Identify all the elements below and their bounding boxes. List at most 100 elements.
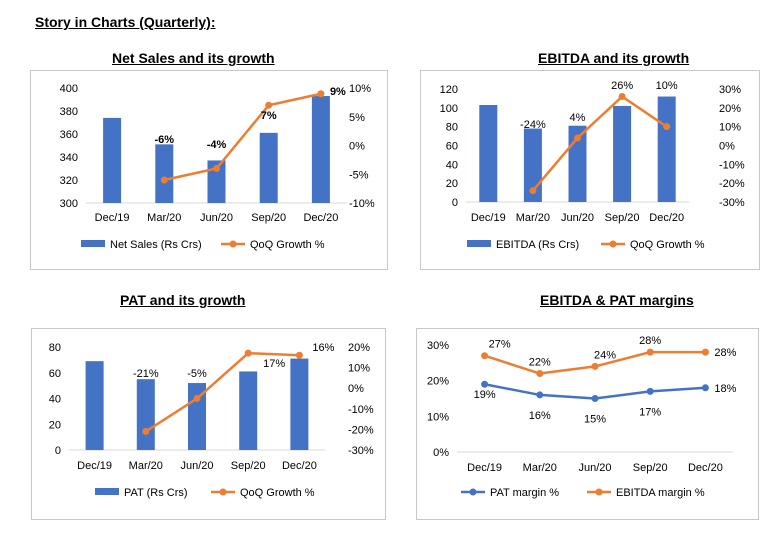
growth-data-label: -5% <box>187 368 207 380</box>
bar <box>290 358 309 450</box>
growth-line <box>164 92 322 182</box>
bar <box>103 117 122 203</box>
y-tick-label: 60 <box>446 141 458 153</box>
chart-svg: 0 20 40 60 80 Dec/19 Mar/20 Jun/20 Sep/20 Dec/20 -… <box>49 342 374 499</box>
y2-tick-label: -20% <box>348 424 374 436</box>
y-tick-label: 30% <box>427 340 449 352</box>
bar <box>207 160 226 203</box>
growth-point <box>160 176 168 184</box>
legend-bar-swatch <box>95 488 119 495</box>
y-tick-label: 80 <box>49 342 61 354</box>
growth-point <box>265 101 273 109</box>
bar <box>85 361 104 450</box>
y-tick-label: 400 <box>60 83 78 95</box>
y2-tick-label: 10% <box>349 83 371 95</box>
margin-point <box>701 384 709 392</box>
y-tick-label: 320 <box>60 175 78 187</box>
growth-line <box>145 351 300 433</box>
y2-tick-label: -30% <box>719 197 745 209</box>
net-sales-chart: 300 320 340 360 380 400 Dec/19 Mar/20 Jun/20 Sep/… <box>30 70 388 270</box>
margin-point <box>536 391 544 399</box>
growth-point <box>317 90 325 98</box>
margin-data-label: 17% <box>639 406 661 418</box>
y2-tick-label: 20% <box>719 103 741 115</box>
y-tick-label: 380 <box>60 106 78 118</box>
legend-label: EBITDA (Rs Crs) <box>496 239 579 251</box>
legend-line-marker <box>609 240 617 248</box>
bar <box>479 105 498 202</box>
margin-data-label: 16% <box>529 410 551 422</box>
y2-tick-label: 0% <box>719 141 735 153</box>
growth-data-label: 16% <box>312 342 334 354</box>
x-tick-label: Mar/20 <box>147 212 181 224</box>
growth-point <box>244 349 252 357</box>
legend-label: QoQ Growth % <box>240 487 315 499</box>
x-tick-label: Dec/19 <box>77 460 112 472</box>
margin-point <box>646 387 654 395</box>
legend-line-marker <box>229 240 237 248</box>
y2-tick-label: -20% <box>719 178 745 190</box>
chart-title: EBITDA & PAT margins <box>540 292 694 308</box>
y2-tick-label: 0% <box>348 383 364 395</box>
bar <box>311 96 330 203</box>
chart-title: Net Sales and its growth <box>112 50 275 66</box>
growth-data-label: -24% <box>520 119 546 131</box>
growth-line <box>531 94 668 192</box>
x-tick-label: Mar/20 <box>129 460 163 472</box>
x-tick-label: Dec/20 <box>688 462 723 474</box>
growth-point <box>529 187 537 195</box>
y-tick-label: 120 <box>440 84 458 96</box>
y-tick-label: 60 <box>49 368 61 380</box>
growth-point <box>618 93 626 101</box>
legend-line-marker <box>595 488 603 496</box>
bar <box>259 132 278 203</box>
y2-tick-label: -5% <box>349 169 369 181</box>
legend-label: PAT margin % <box>490 487 559 499</box>
growth-point <box>213 165 220 172</box>
y-tick-label: 40 <box>49 394 61 406</box>
chart-svg: 0 20 40 60 80 100 120 Dec/19 Mar/20 Jun/20 Sep/20 D… <box>440 80 745 251</box>
legend-line-marker <box>219 488 227 496</box>
growth-data-label: -4% <box>207 139 227 151</box>
growth-point <box>574 134 581 142</box>
margin-data-label: 27% <box>489 339 511 351</box>
y-tick-label: 0 <box>55 445 61 457</box>
y2-tick-label: 10% <box>719 122 741 134</box>
growth-point <box>142 427 150 435</box>
legend-bar-swatch <box>81 240 105 247</box>
margin-data-label: 28% <box>714 347 736 359</box>
y2-tick-label: 10% <box>348 363 370 375</box>
x-tick-label: Jun/20 <box>180 460 213 472</box>
x-tick-label: Sep/20 <box>605 212 640 224</box>
x-tick-label: Sep/20 <box>633 462 668 474</box>
x-tick-label: Sep/20 <box>231 460 266 472</box>
y2-tick-label: -30% <box>348 445 374 457</box>
y2-tick-label: 30% <box>719 84 741 96</box>
margin-data-label: 19% <box>474 389 496 401</box>
x-tick-label: Dec/20 <box>303 212 338 224</box>
growth-data-label: 4% <box>570 112 586 124</box>
margin-data-label: 18% <box>714 383 736 395</box>
y-tick-label: 40 <box>446 159 458 171</box>
chart-svg: 0% 10% 20% 30% Dec/19 Mar/20 Jun/20 Sep/20 Dec/2… <box>427 335 737 499</box>
bar <box>613 105 632 202</box>
x-tick-label: Jun/20 <box>561 212 594 224</box>
x-tick-label: Jun/20 <box>200 212 233 224</box>
growth-data-label: 7% <box>261 110 277 122</box>
margins-chart: 0% 10% 20% 30% Dec/19 Mar/20 Jun/20 Sep/20 Dec/2… <box>416 328 759 520</box>
legend-line-marker <box>469 488 477 496</box>
margin-data-label: 28% <box>639 335 661 347</box>
y-tick-label: 340 <box>60 152 78 164</box>
y2-tick-label: -10% <box>348 404 374 416</box>
y2-tick-label: -10% <box>349 198 375 210</box>
growth-data-label: 9% <box>330 86 346 98</box>
legend-label: PAT (Rs Crs) <box>124 487 188 499</box>
legend-label: EBITDA margin % <box>616 487 705 499</box>
chart-svg: 300 320 340 360 380 400 Dec/19 Mar/20 Jun/20 Sep/… <box>60 83 375 251</box>
margin-data-label: 24% <box>594 349 616 361</box>
margin-data-label: 15% <box>584 414 606 426</box>
y-tick-label: 20% <box>427 376 449 388</box>
y-tick-label: 300 <box>60 198 78 210</box>
legend-bar-swatch <box>467 240 491 247</box>
margin-point <box>481 380 489 388</box>
